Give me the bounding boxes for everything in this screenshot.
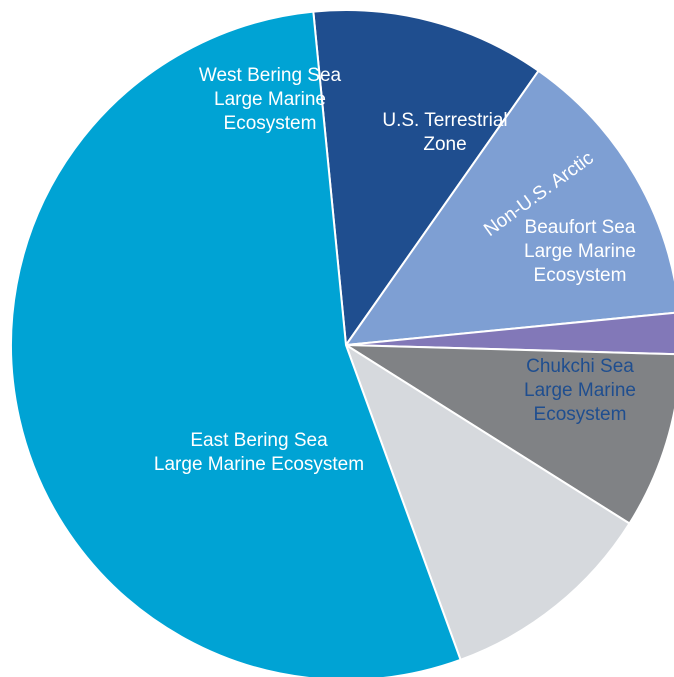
pie-slices bbox=[10, 9, 674, 677]
slice-label-line: Large Marine Ecosystem bbox=[154, 454, 364, 475]
pie-slice-chukchi-sea bbox=[345, 344, 631, 661]
slice-label-line: U.S. Terrestrial bbox=[382, 110, 507, 131]
slice-label-chukchi-sea: Chukchi Sea Large Marine Ecosystem bbox=[524, 356, 636, 425]
slice-label-us-terrestrial-zone: U.S. Terrestrial Zone bbox=[382, 110, 507, 155]
slice-label-line: Large Marine bbox=[524, 241, 636, 262]
pie-slice-west-bering-sea bbox=[312, 9, 540, 346]
slice-label-line: Large Marine bbox=[524, 380, 636, 401]
slice-label-line: Ecosystem bbox=[534, 404, 627, 425]
slice-label-line: Large Marine bbox=[214, 89, 326, 110]
slice-label-line: Chukchi Sea bbox=[526, 356, 634, 377]
slice-label-line: Ecosystem bbox=[224, 113, 317, 134]
slice-label-line: Ecosystem bbox=[534, 265, 627, 286]
pie-slice-east-bering-sea bbox=[10, 10, 462, 677]
slice-label-east-bering-sea: East Bering Sea Large Marine Ecosystem bbox=[154, 430, 364, 475]
slice-label-line: East Bering Sea bbox=[190, 430, 328, 451]
slice-label-west-bering-sea: West Bering Sea Large Marine Ecosystem bbox=[199, 65, 342, 134]
pie-slice-beaufort-sea bbox=[345, 344, 674, 525]
pie-slice-us-terrestrial-zone bbox=[345, 69, 674, 346]
slice-label-line: Zone bbox=[423, 134, 466, 155]
slice-label-line: Beaufort Sea bbox=[525, 217, 636, 238]
slice-label-line: West Bering Sea bbox=[199, 65, 342, 86]
slice-label-beaufort-sea: Beaufort Sea Large Marine Ecosystem bbox=[524, 217, 636, 286]
pie-slice-non-us-arctic bbox=[345, 311, 674, 356]
